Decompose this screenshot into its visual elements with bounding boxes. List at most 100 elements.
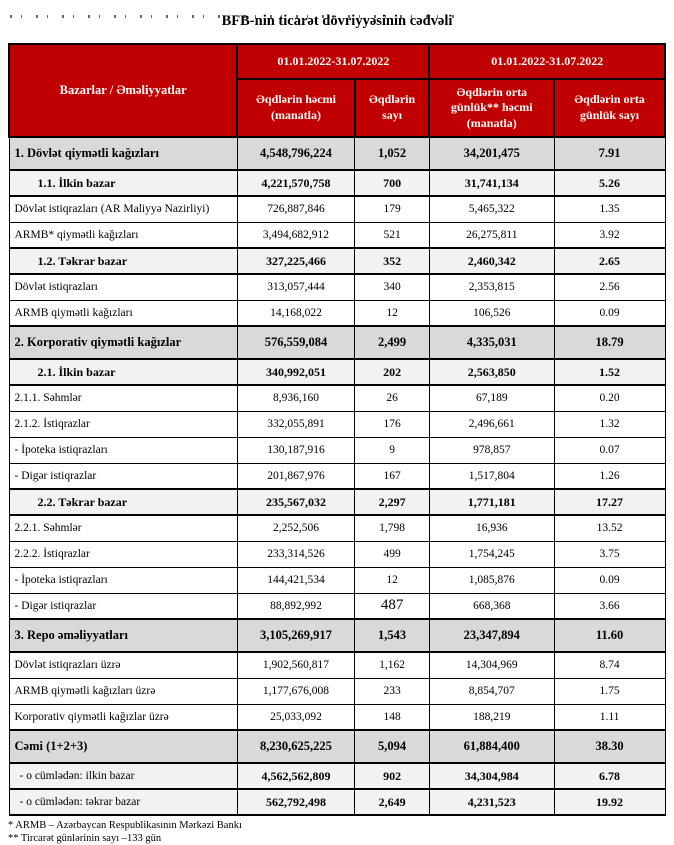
cell-avg-daily-count: 0.09 bbox=[553, 299, 666, 327]
header-period-row: Bazarlar / Əməliyyatlar 01.01.2022-31.07… bbox=[7, 43, 666, 138]
footnotes: * ARMB – Azərbaycan Respublikasının Mərk… bbox=[8, 819, 674, 845]
cell-deal-count: 1,162 bbox=[354, 651, 430, 679]
cell-avg-daily-count: 1.26 bbox=[553, 462, 666, 490]
table-row: 2.2. Təkrar bazar 235,567,032 2,297 1,771,1… bbox=[8, 488, 666, 516]
row-label: 2.1. İlkin bazar bbox=[8, 358, 238, 386]
cell-avg-daily-volume: 23,347,894 bbox=[428, 618, 555, 653]
header-period-1: 01.01.2022-31.07.2022 bbox=[236, 43, 431, 80]
cell-deal-volume: 4,562,562,809 bbox=[236, 762, 356, 790]
table-row: 2.1.1. Səhmlər 8,936,160 26 67,189 0.20 bbox=[8, 384, 666, 412]
cell-avg-daily-count: 13.52 bbox=[553, 514, 666, 542]
row-label: 2.2.2. İstiqrazlar bbox=[8, 540, 238, 568]
table-row: 1.2. Təkrar bazar 327,225,466 352 2,460,342… bbox=[8, 247, 666, 275]
cell-avg-daily-volume: 1,517,804 bbox=[428, 462, 555, 490]
row-label: Dövlət istiqrazları (AR Maliyyə Nazirliy… bbox=[8, 195, 238, 223]
cell-avg-daily-count: 7.91 bbox=[553, 136, 666, 171]
cell-avg-daily-volume: 61,884,400 bbox=[428, 729, 555, 764]
cell-deal-count: 167 bbox=[354, 462, 430, 490]
row-label: ARMB qiymətli kağızları bbox=[8, 299, 238, 327]
cell-avg-daily-volume: 668,368 bbox=[428, 592, 555, 620]
cell-avg-daily-volume: 2,353,815 bbox=[428, 273, 555, 301]
cell-avg-daily-volume: 1,754,245 bbox=[428, 540, 555, 568]
cell-avg-daily-count: 17.27 bbox=[553, 488, 666, 516]
cell-deal-count: 1,543 bbox=[354, 618, 430, 653]
cell-deal-volume: 562,792,498 bbox=[236, 788, 356, 816]
table-row: - o cümlədən: təkrar bazar 562,792,498 2,6… bbox=[8, 788, 666, 816]
cell-deal-count: 12 bbox=[354, 299, 430, 327]
cell-avg-daily-count: 19.92 bbox=[553, 788, 666, 816]
table-row: 2. Korporativ qiymətli kağızlar 576,559,0… bbox=[8, 325, 666, 360]
cell-avg-daily-count: 2.65 bbox=[553, 247, 666, 275]
cell-deal-volume: 88,892,992 bbox=[236, 592, 356, 620]
cell-avg-daily-count: 3.66 bbox=[553, 592, 666, 620]
cell-avg-daily-count: 5.26 bbox=[553, 169, 666, 197]
cell-deal-volume: 340,992,051 bbox=[236, 358, 356, 386]
cell-deal-volume: 4,548,796,224 bbox=[236, 136, 356, 171]
cell-avg-daily-volume: 67,189 bbox=[428, 384, 555, 412]
row-label: ARMB qiymətli kağızları üzrə bbox=[8, 677, 238, 705]
row-label: Dövlət istiqrazları üzrə bbox=[8, 651, 238, 679]
cell-deal-volume: 130,187,916 bbox=[236, 436, 356, 464]
row-label: - Digər istiqrazlar bbox=[8, 592, 238, 620]
cell-deal-count: 2,649 bbox=[354, 788, 430, 816]
cell-deal-count: 179 bbox=[354, 195, 430, 223]
header-markets-operations: Bazarlar / Əməliyyatlar bbox=[7, 43, 239, 138]
cell-avg-daily-count: 0.20 bbox=[553, 384, 666, 412]
table-row: Cəmi (1+2+3) 8,230,625,225 5,094 61,884,400… bbox=[8, 729, 666, 764]
header-columns-row: Əqdlərin həcmi (manatla) Əqdlərin sayı Ə… bbox=[9, 78, 666, 138]
cell-avg-daily-volume: 1,085,876 bbox=[428, 566, 555, 594]
cell-deal-volume: 8,936,160 bbox=[236, 384, 356, 412]
cell-avg-daily-volume: 5,465,322 bbox=[428, 195, 555, 223]
cell-avg-daily-volume: 8,854,707 bbox=[428, 677, 555, 705]
cell-deal-count: 521 bbox=[354, 221, 430, 249]
cell-avg-daily-volume: 4,335,031 bbox=[428, 325, 555, 360]
table-row: 2.1.2. İstiqrazlar 332,055,891 176 2,496,66… bbox=[8, 410, 666, 438]
table-row: Dövlət istiqrazları 313,057,444 340 2,353,8… bbox=[8, 273, 666, 301]
cell-deal-volume: 8,230,625,225 bbox=[236, 729, 356, 764]
header-deal-volume: Əqdlərin həcmi (manatla) bbox=[236, 78, 356, 138]
cell-avg-daily-volume: 14,304,969 bbox=[428, 651, 555, 679]
table-row: ARMB qiymətli kağızları üzrə 1,177,676,00… bbox=[8, 677, 666, 705]
table-header: Bazarlar / Əməliyyatlar 01.01.2022-31.07… bbox=[7, 43, 666, 138]
cell-deal-count: 233 bbox=[354, 677, 430, 705]
cell-deal-volume: 233,314,526 bbox=[236, 540, 356, 568]
cell-deal-volume: 25,033,092 bbox=[236, 703, 356, 731]
clipped-text-remnant bbox=[10, 15, 462, 18]
row-label: 2.1.1. Səhmlər bbox=[8, 384, 238, 412]
table-row: Dövlət istiqrazları (AR Maliyyə Nazirliy… bbox=[8, 195, 666, 223]
cell-avg-daily-volume: 34,201,475 bbox=[428, 136, 555, 171]
cell-deal-volume: 2,252,506 bbox=[236, 514, 356, 542]
row-label: 1.2. Təkrar bazar bbox=[8, 247, 238, 275]
cell-avg-daily-count: 2.56 bbox=[553, 273, 666, 301]
cell-avg-daily-volume: 2,563,850 bbox=[428, 358, 555, 386]
cell-deal-volume: 3,105,269,917 bbox=[236, 618, 356, 653]
cell-avg-daily-volume: 106,526 bbox=[428, 299, 555, 327]
cell-deal-count: 487 bbox=[354, 592, 430, 620]
cell-avg-daily-volume: 188,219 bbox=[428, 703, 555, 731]
table-row: 1. Dövlət qiymətli kağızları 4,548,796,22… bbox=[8, 136, 666, 171]
row-label: - İpoteka istiqrazları bbox=[8, 436, 238, 464]
table-body: 1. Dövlət qiymətli kağızları 4,548,796,22… bbox=[8, 136, 666, 816]
row-label: Dövlət istiqrazları bbox=[8, 273, 238, 301]
row-label: 2.2. Təkrar bazar bbox=[8, 488, 238, 516]
table-row: 2.1. İlkin bazar 340,992,051 202 2,563,850 1… bbox=[8, 358, 666, 386]
table-row: - İpoteka istiqrazları 144,421,534 12 1,085… bbox=[8, 566, 666, 594]
row-label: - o cümlədən: təkrar bazar bbox=[8, 788, 238, 816]
table-row: 3. Repo əməliyyatları 3,105,269,917 1,543 2… bbox=[8, 618, 666, 653]
cell-avg-daily-volume: 2,460,342 bbox=[428, 247, 555, 275]
cell-avg-daily-count: 3.92 bbox=[553, 221, 666, 249]
row-label: Korporativ qiymətli kağızlar üzrə bbox=[8, 703, 238, 731]
cell-avg-daily-count: 1.75 bbox=[553, 677, 666, 705]
cell-avg-daily-count: 38.30 bbox=[553, 729, 666, 764]
cell-avg-daily-count: 1.32 bbox=[553, 410, 666, 438]
cell-avg-daily-volume: 4,231,523 bbox=[428, 788, 555, 816]
cell-avg-daily-count: 1.52 bbox=[553, 358, 666, 386]
cell-deal-count: 148 bbox=[354, 703, 430, 731]
cell-deal-count: 700 bbox=[354, 169, 430, 197]
cell-deal-volume: 201,867,976 bbox=[236, 462, 356, 490]
row-label: 3. Repo əməliyyatları bbox=[8, 618, 238, 653]
cell-avg-daily-count: 0.09 bbox=[553, 566, 666, 594]
cell-avg-daily-volume: 26,275,811 bbox=[428, 221, 555, 249]
table-row: - İpoteka istiqrazları 130,187,916 9 978,85… bbox=[8, 436, 666, 464]
cell-avg-daily-count: 8.74 bbox=[553, 651, 666, 679]
